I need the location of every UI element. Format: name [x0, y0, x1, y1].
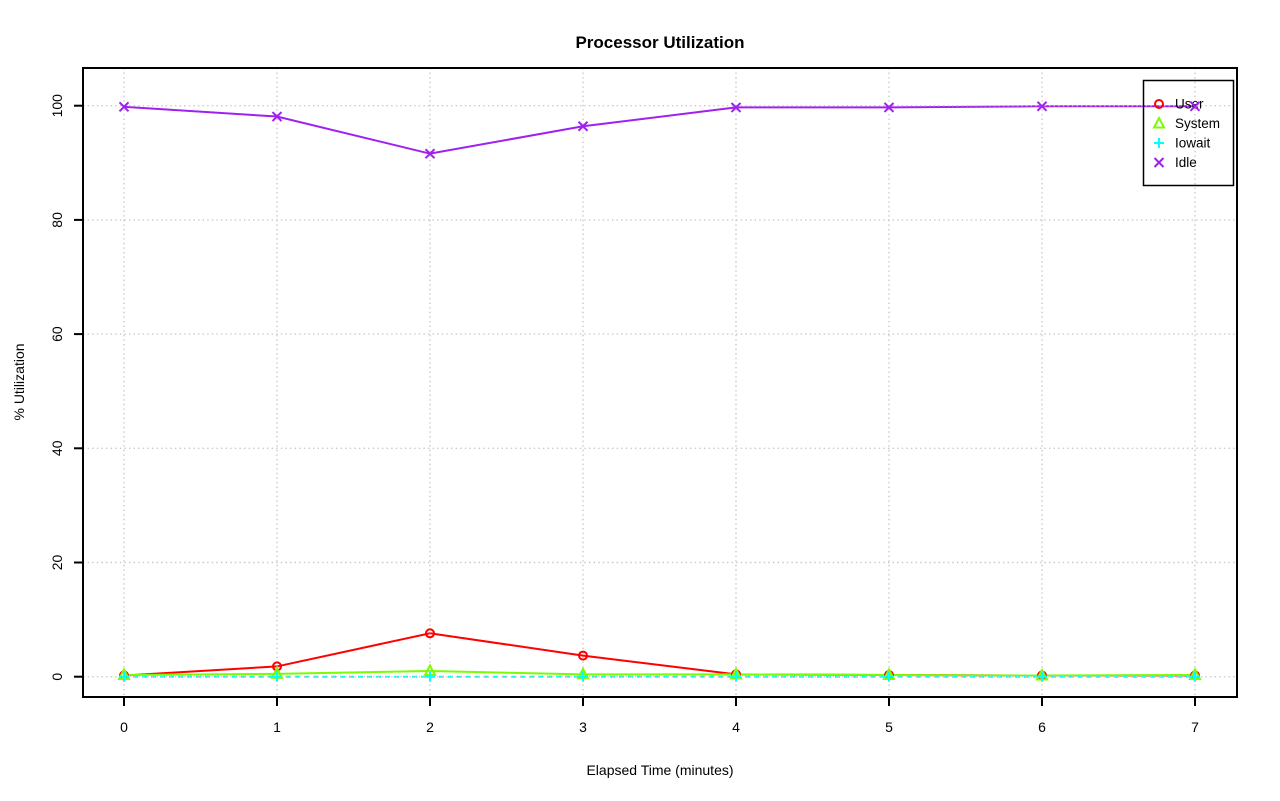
legend-label: User — [1175, 97, 1204, 112]
chart-title: Processor Utilization — [575, 33, 745, 52]
legend-entry-idle: Idle — [1153, 155, 1197, 170]
x-axis-title: Elapsed Time (minutes) — [586, 762, 734, 778]
x-tick-label: 4 — [732, 719, 740, 735]
x-tick-label: 7 — [1191, 719, 1199, 735]
axis-ticks — [74, 104, 1196, 706]
markers-user — [119, 628, 1200, 681]
y-tick-label: 60 — [49, 326, 65, 342]
legend-label: System — [1175, 116, 1220, 131]
series-markers — [117, 101, 1202, 682]
gridlines — [83, 68, 1237, 697]
y-tick-label: 20 — [49, 555, 65, 571]
legend: User System Iowait Idle — [1142, 79, 1235, 187]
x-tick-label: 5 — [885, 719, 893, 735]
series-lines — [123, 105, 1196, 678]
legend-entry-iowait: Iowait — [1154, 136, 1211, 151]
markers-idle — [118, 101, 1201, 159]
legend-entry-system: System — [1152, 115, 1220, 131]
y-axis-title: % Utilization — [11, 343, 27, 421]
y-tick-label: 100 — [49, 94, 65, 118]
legend-label: Idle — [1175, 155, 1197, 170]
series-line-idle — [123, 105, 1195, 155]
plot-border — [82, 67, 1238, 698]
y-tick-labels: 0 20 40 60 80 100 — [49, 94, 65, 681]
series-line-system — [123, 669, 1196, 677]
x-tick-label: 6 — [1038, 719, 1046, 735]
x-tick-label: 1 — [273, 719, 281, 735]
y-tick-label: 0 — [49, 673, 65, 681]
y-tick-label: 80 — [49, 212, 65, 228]
x-tick-label: 0 — [120, 719, 128, 735]
x-tick-label: 3 — [579, 719, 587, 735]
x-tick-labels: 0 1 2 3 4 5 6 7 — [120, 719, 1199, 735]
y-tick-label: 40 — [49, 440, 65, 456]
x-tick-label: 2 — [426, 719, 434, 735]
series-line-user — [123, 632, 1195, 677]
legend-box — [1142, 79, 1235, 187]
legend-label: Iowait — [1175, 136, 1211, 151]
markers-iowait — [119, 671, 1200, 682]
